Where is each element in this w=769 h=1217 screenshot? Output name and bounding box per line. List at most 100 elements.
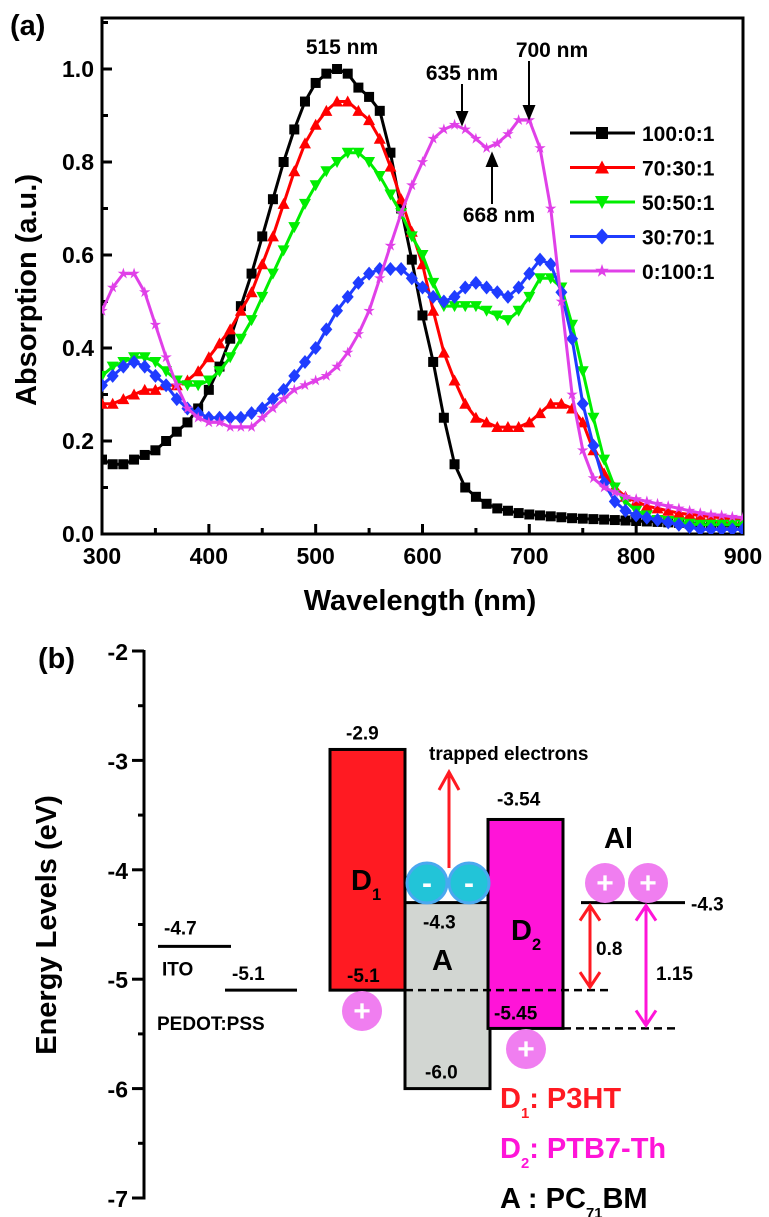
trapped-electrons-arrow xyxy=(437,768,461,868)
data-point-diamond xyxy=(694,522,707,534)
data-point-triangle-down xyxy=(469,301,482,313)
data-point-star xyxy=(320,369,333,381)
legend-item: 0:100:1 xyxy=(570,261,715,284)
hole-icon: + xyxy=(506,1029,546,1069)
data-point-triangle-down xyxy=(384,189,397,201)
ito-label: ITO xyxy=(162,959,193,980)
data-point-square xyxy=(139,449,150,460)
data-point-triangle-down xyxy=(138,352,151,364)
data-point-triangle-up xyxy=(106,397,119,409)
data-point-star xyxy=(641,495,653,507)
data-point-triangle-down xyxy=(320,166,333,178)
gap-label-0.8: 0.8 xyxy=(596,939,622,960)
data-point-triangle-down xyxy=(459,301,472,313)
data-point-square xyxy=(203,384,214,395)
ito-value: -4.7 xyxy=(164,918,197,939)
material-legend-item: D2: PTB7-Th xyxy=(500,1133,666,1172)
annotation-668: 668 nm xyxy=(463,204,535,227)
absorption-chart: (a) 300 400 500 600 700 800 900 0.0 0.2 0.4 0.6 0.8… xyxy=(10,10,762,617)
data-point-triangle-down xyxy=(298,198,311,210)
data-point-triangle-up xyxy=(138,383,151,395)
annotation-700: 700 nm xyxy=(516,39,588,62)
annotation-515: 515 nm xyxy=(306,36,378,59)
data-point-diamond xyxy=(102,378,108,393)
data-point-triangle-down xyxy=(192,380,205,392)
data-point-triangle-down xyxy=(202,375,215,387)
data-point-star xyxy=(256,411,268,423)
label-D1: D1 xyxy=(351,865,381,904)
data-point-star xyxy=(107,281,119,293)
data-point-square xyxy=(342,68,353,79)
data-point-diamond xyxy=(704,522,717,534)
data-point-diamond xyxy=(117,359,130,374)
data-point-star xyxy=(224,421,236,432)
data-point-star xyxy=(438,123,450,135)
arrowhead-668 xyxy=(485,151,499,167)
energy-tick-label: -7 xyxy=(108,1186,128,1212)
data-point-star xyxy=(595,264,609,277)
data-point-triangle-down xyxy=(224,352,237,364)
data-point-triangle-down xyxy=(416,250,429,261)
label-D1-subscript: 1 xyxy=(372,886,381,904)
material-legend-item-main: D xyxy=(500,1083,521,1115)
data-point-diamond xyxy=(352,275,365,290)
data-point-square xyxy=(129,454,140,465)
data-point-diamond xyxy=(512,280,525,295)
data-point-triangle-down xyxy=(363,157,376,168)
data-point-diamond xyxy=(501,289,514,304)
arrowhead-635 xyxy=(455,111,469,127)
data-point-square xyxy=(502,505,513,516)
electron-icon: - xyxy=(405,861,449,905)
data-point-square xyxy=(460,482,471,493)
data-point-star xyxy=(491,137,503,149)
D2-homo-value: -5.45 xyxy=(494,1003,538,1024)
material-legend-item-text: : PTB7-Th xyxy=(529,1133,666,1165)
data-point-square xyxy=(567,513,578,524)
legend-item: 70:30:1 xyxy=(570,158,715,181)
y-tick-label: 0.8 xyxy=(62,149,94,175)
data-point-triangle-up xyxy=(192,365,205,377)
data-point-triangle-up xyxy=(266,230,279,242)
data-point-triangle-up xyxy=(672,507,685,519)
data-point-diamond xyxy=(491,285,504,300)
data-point-star xyxy=(630,493,642,504)
data-point-triangle-up xyxy=(459,397,472,409)
material-legend-item-main: A : PC xyxy=(500,1183,586,1215)
data-point-star xyxy=(662,500,674,511)
data-point-diamond xyxy=(106,368,119,383)
data-point-star xyxy=(245,421,258,432)
panel-label-a: (a) xyxy=(10,10,45,42)
data-point-diamond xyxy=(640,510,653,525)
data-point-triangle-up xyxy=(288,165,301,177)
data-point-star xyxy=(673,502,685,514)
data-point-diamond xyxy=(405,271,418,286)
data-point-diamond xyxy=(277,382,290,397)
hole-icon: + xyxy=(585,863,625,903)
data-point-diamond xyxy=(384,261,397,276)
x-tick-label: 800 xyxy=(617,543,655,569)
data-point-star xyxy=(213,416,226,428)
data-point-square xyxy=(417,310,428,321)
trapped-electrons-label: trapped electrons xyxy=(429,744,588,765)
data-point-star xyxy=(139,286,151,298)
series-0:100:1 xyxy=(102,114,743,523)
y-tick-label: 0.0 xyxy=(62,521,94,547)
hole-icon: + xyxy=(342,991,382,1031)
x-tick-label: 400 xyxy=(190,543,228,569)
data-point-diamond xyxy=(331,303,344,318)
data-point-star xyxy=(427,132,439,144)
data-point-triangle-up xyxy=(224,323,237,335)
material-legend-item-subscript: 2 xyxy=(521,1156,529,1172)
data-point-star xyxy=(331,360,343,372)
data-point-triangle-up xyxy=(384,160,397,172)
data-point-triangle-up xyxy=(341,95,354,107)
data-point-square xyxy=(406,254,417,265)
D1-lumo-value: -2.9 xyxy=(346,723,379,744)
al-value: -4.3 xyxy=(691,895,724,916)
data-point-diamond xyxy=(544,257,557,272)
data-point-triangle-down xyxy=(256,291,269,303)
series-line xyxy=(102,257,743,531)
data-point-star xyxy=(577,444,589,456)
